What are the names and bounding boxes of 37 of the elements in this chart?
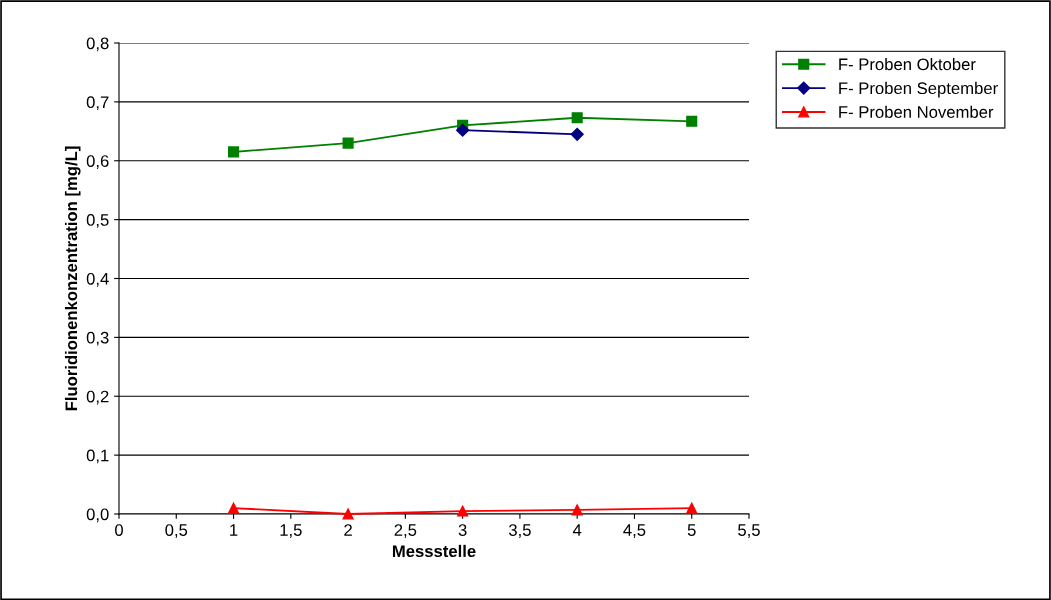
x-tick-label: 0 (115, 524, 123, 536)
x-tick-label: 1,5 (280, 524, 302, 538)
y-tick-label: 0,7 (86, 96, 109, 111)
legend-label: F- Proben September (839, 81, 998, 98)
x-tick-label: 3,5 (508, 524, 531, 538)
x-tick-label: 3 (458, 524, 467, 536)
x-tick-label: 1 (230, 524, 238, 536)
point (342, 137, 354, 149)
point (456, 123, 470, 137)
y-tick-label: 0,2 (86, 390, 109, 405)
x-tick-label: 5 (687, 524, 696, 536)
y-tick-label: 0,8 (86, 37, 109, 52)
x-tick-label: 2 (344, 524, 352, 536)
y-tick-label: 0,1 (86, 449, 109, 464)
point (571, 504, 583, 516)
point (227, 502, 240, 514)
y-tick-label: 0,5 (86, 214, 109, 228)
point (342, 508, 354, 520)
x-tick-label: 2,5 (394, 524, 417, 538)
y-tick-label: 0,6 (86, 155, 109, 169)
point (457, 505, 469, 517)
x-tick-label: 0,5 (165, 524, 188, 538)
x-axis-title: Messstelle (392, 544, 476, 558)
y-tick-label: 0,3 (86, 331, 109, 346)
point (686, 115, 698, 127)
y-tick-label: 0,0 (86, 508, 109, 523)
legend-label: F- Proben Oktober (839, 58, 976, 71)
y-tick-label: 0,4 (86, 272, 109, 287)
point (570, 127, 584, 141)
point (227, 146, 240, 158)
x-tick-label: 4 (572, 524, 582, 536)
y-axis-title: Fluoridionenkonzentration [mg/L] (64, 146, 81, 411)
point (571, 112, 583, 124)
x-tick-label: 4,5 (623, 524, 646, 538)
point (686, 502, 698, 514)
legend-label: F- Proben November (839, 105, 994, 118)
x-tick-label: 5,5 (738, 524, 760, 538)
